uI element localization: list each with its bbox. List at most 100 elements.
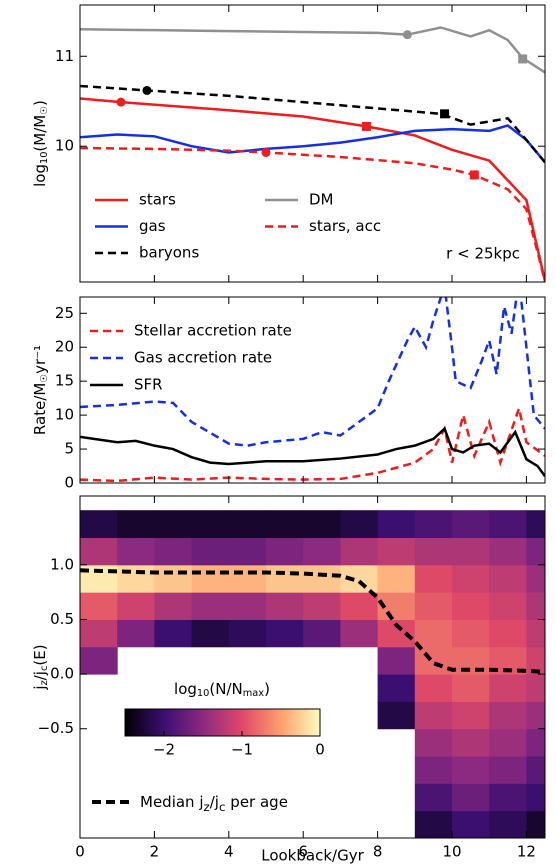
label-part: c	[219, 800, 226, 814]
heatmap-cell	[414, 701, 453, 730]
label-part: (M/M	[31, 115, 49, 152]
heatmap-cell	[526, 592, 545, 620]
heatmap-cell	[377, 701, 416, 730]
heatmap-cell	[526, 674, 545, 702]
colorbar-label: log10(N/Nmax)	[174, 680, 270, 700]
heatmap-cell	[414, 783, 453, 812]
heatmap-cell	[117, 592, 155, 620]
heatmap-cell	[414, 510, 453, 539]
y-tick-label: 11	[55, 47, 74, 65]
heatmap-cell	[303, 510, 341, 539]
legend-label: Gas accretion rate	[134, 349, 272, 367]
y-tick-label: 5	[64, 440, 74, 458]
heatmap-cell	[303, 619, 341, 648]
heatmap-cell	[303, 564, 341, 593]
series-line	[80, 146, 545, 282]
series-line	[80, 26, 545, 74]
heatmap-cell	[489, 592, 527, 620]
heatmap-cell	[452, 756, 490, 784]
label-part: yr⁻¹	[31, 345, 49, 374]
heatmap-cell	[414, 619, 453, 648]
y-tick-label: 10	[55, 137, 74, 155]
heatmap-cell	[452, 592, 490, 620]
label-part: log	[174, 680, 197, 698]
heatmap-cell	[117, 564, 155, 593]
heatmap-cell	[414, 728, 453, 757]
y-axis-label: jz/jc(E)	[31, 644, 51, 690]
marker	[116, 97, 126, 107]
heatmap-cell	[117, 619, 155, 648]
heatmap-cell	[526, 810, 545, 838]
heatmap-cell	[117, 537, 155, 566]
heatmap-cell	[266, 510, 304, 539]
heatmap-cell	[414, 674, 453, 702]
heatmap-cell	[414, 646, 453, 675]
heatmap-cell	[117, 510, 155, 539]
legend-label: stars	[139, 191, 176, 209]
heatmap-cell	[452, 619, 490, 648]
heatmap-cell	[489, 783, 527, 812]
series-line	[80, 403, 545, 483]
heatmap-cell	[303, 592, 341, 620]
y-tick-label: 10	[55, 406, 74, 424]
label-part: j	[31, 685, 49, 690]
colorbar-tick-label: 0	[315, 741, 325, 759]
y-tick-label: 0	[64, 474, 74, 492]
label-part: )	[264, 680, 270, 698]
label-part: Median j	[140, 793, 204, 811]
heatmap-cell	[489, 619, 527, 648]
series-line	[80, 97, 545, 282]
heatmap-cell	[452, 674, 490, 702]
heatmap-cell	[377, 646, 416, 675]
x-tick-label: 6	[298, 843, 308, 861]
axes-frame	[79, 4, 546, 283]
x-tick-label: 10	[442, 843, 461, 861]
heatmap-cell	[228, 537, 267, 566]
heatmap-cell	[377, 510, 416, 539]
median-line	[80, 568, 545, 674]
heatmap-cell	[414, 756, 453, 784]
axes-frame	[79, 296, 546, 484]
marker	[142, 85, 152, 95]
marker	[469, 170, 479, 180]
label-part: per age	[226, 793, 288, 811]
label-part: /j	[210, 793, 219, 811]
heatmap-cell	[452, 810, 490, 838]
label-part: ☉	[39, 106, 50, 115]
heatmap-cell	[377, 564, 416, 593]
heatmap-cell	[154, 564, 193, 593]
series-line	[80, 84, 545, 164]
heatmap-cell	[526, 783, 545, 812]
heatmap-cell	[154, 619, 193, 648]
heatmap-cell	[80, 537, 118, 566]
x-tick-label: 4	[224, 843, 234, 861]
heatmap-cell	[340, 537, 379, 566]
y-axis-label: Rate/M☉yr⁻¹	[31, 345, 51, 435]
colorbar-tick-label: −2	[153, 741, 175, 759]
legend-label: gas	[139, 217, 166, 235]
y-tick-label: 0.5	[50, 610, 74, 628]
legend-label: baryons	[139, 244, 199, 262]
heatmap-cell	[526, 728, 545, 757]
heatmap-cell	[526, 701, 545, 730]
label-part: 10	[197, 688, 209, 699]
label-part: z	[39, 680, 50, 685]
heatmap-cell	[228, 510, 267, 539]
heatmap-cell	[489, 537, 527, 566]
heatmap-cell	[414, 810, 453, 838]
legend-label: DM	[309, 191, 334, 209]
heatmap-cell	[191, 537, 230, 566]
heatmap-cell	[414, 537, 453, 566]
marker	[361, 121, 371, 131]
label-part: (E)	[31, 644, 49, 665]
heatmap-cell	[526, 646, 545, 675]
y-tick-label: 0.0	[50, 665, 74, 683]
heatmap-cell	[414, 564, 453, 593]
y-tick-label: 15	[55, 372, 74, 390]
label-part: 10	[39, 152, 50, 164]
y-axis-label: log10(M/M☉)	[31, 100, 51, 187]
x-tick-label: 0	[75, 843, 85, 861]
heatmap-cell	[191, 510, 230, 539]
colorbar-tick-label: −1	[231, 741, 253, 759]
heatmap-cell	[526, 510, 545, 539]
